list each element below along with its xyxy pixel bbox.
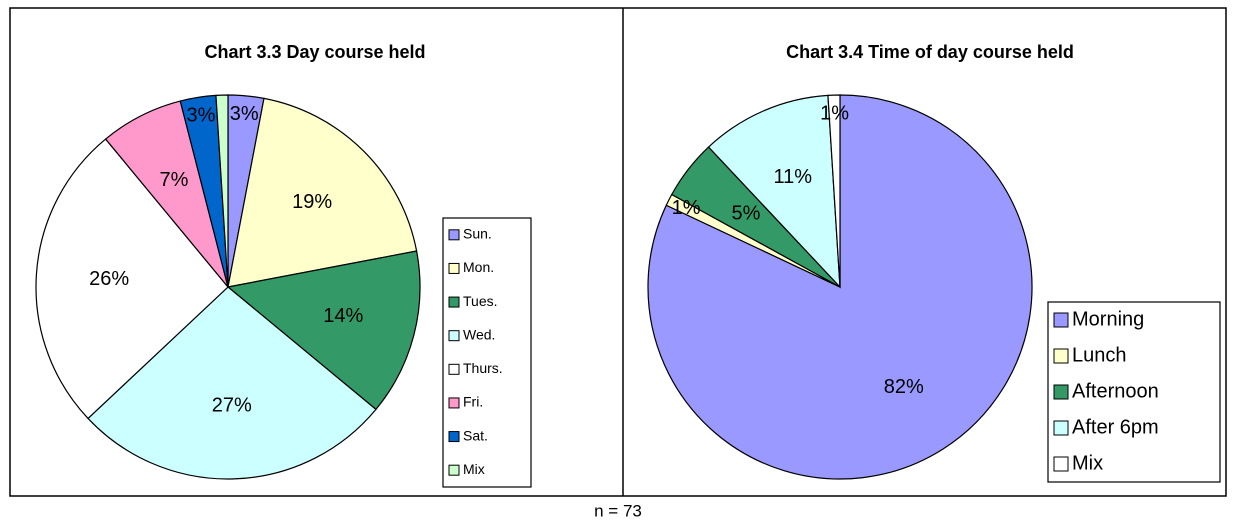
value-label: 27%	[212, 394, 252, 416]
legend-label: Sat.	[463, 427, 488, 443]
value-label: 26%	[89, 268, 129, 290]
legend-label: After 6pm	[1072, 416, 1159, 438]
legend-swatch	[448, 229, 460, 241]
pie-slice	[87, 286, 377, 480]
legend-swatch	[1053, 348, 1069, 364]
value-label: 7%	[160, 169, 189, 191]
value-label: 5%	[731, 202, 760, 224]
chart-title: Chart 3.3 Day course held	[204, 42, 425, 62]
value-label: 11%	[773, 166, 812, 188]
value-label: 3%	[230, 103, 259, 125]
legend-swatch	[448, 431, 460, 443]
legend-label: Sun.	[463, 226, 492, 242]
value-label: 82%	[884, 376, 924, 398]
value-label: 14%	[323, 305, 363, 327]
legend-label: Morning	[1072, 308, 1144, 330]
value-label: 1%	[820, 103, 849, 125]
legend-box	[1047, 301, 1221, 483]
legend-swatch	[1053, 456, 1069, 472]
legend-swatch	[448, 397, 460, 409]
pie-slice	[707, 94, 841, 289]
legend-swatch	[448, 296, 460, 308]
legend-swatch	[448, 464, 460, 476]
legend-swatch	[1053, 420, 1069, 436]
pie-slice	[227, 97, 418, 288]
legend-label: Lunch	[1072, 344, 1127, 366]
legend-label: Mix	[1072, 452, 1103, 474]
chart-title: Chart 3.4 Time of day course held	[786, 42, 1074, 62]
pie-slice	[226, 250, 421, 411]
value-label: 3%	[187, 105, 216, 127]
legend-label: Mix	[463, 461, 485, 477]
legend-swatch	[448, 363, 460, 375]
legend-label: Tues.	[463, 293, 498, 309]
legend-label: Afternoon	[1072, 380, 1159, 402]
legend-swatch	[448, 330, 460, 342]
value-label: 1%	[672, 197, 701, 219]
legend-swatch	[1053, 384, 1069, 400]
legend-label: Mon.	[463, 259, 494, 275]
note: n = 73	[594, 501, 642, 520]
legend-label: Thurs.	[463, 360, 503, 376]
legend-box	[442, 217, 532, 488]
legend-swatch	[448, 262, 460, 274]
value-label: 19%	[292, 191, 332, 213]
pie-slice	[215, 94, 229, 288]
legend-label: Fri.	[463, 394, 483, 410]
pie-slice	[35, 138, 229, 420]
legend-swatch	[1053, 312, 1069, 328]
legend-label: Wed.	[463, 326, 495, 342]
pie-slice	[827, 94, 841, 288]
